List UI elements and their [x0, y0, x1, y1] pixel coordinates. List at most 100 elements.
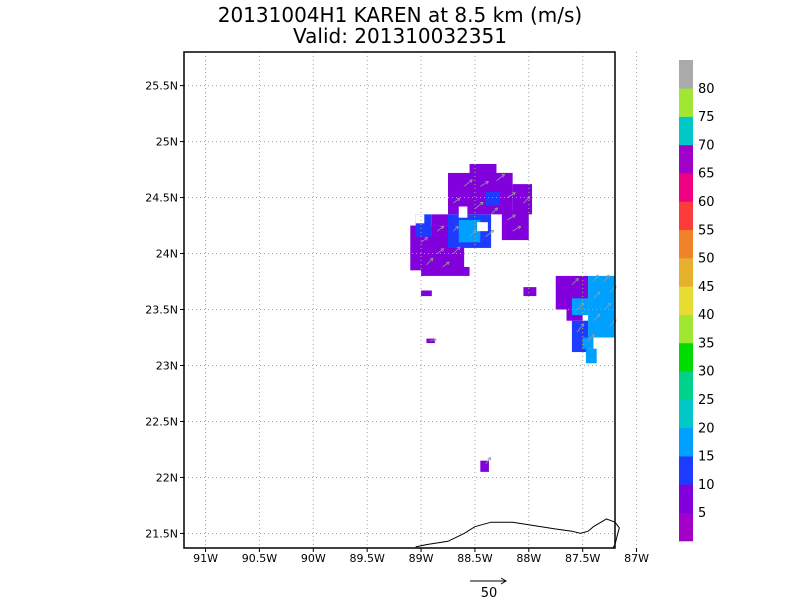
wind-vector [490, 207, 499, 215]
colorbar-label: 80 [698, 82, 715, 97]
wind-vector [480, 181, 489, 187]
colorbar-segment [679, 60, 693, 89]
wind-cell [447, 172, 513, 215]
reference-vector-arrowhead [500, 577, 507, 585]
wind-cell [485, 191, 500, 206]
colorbar-segment [679, 258, 693, 287]
x-tick-label: 87W [624, 552, 649, 565]
y-tick-label: 22N [156, 471, 178, 484]
colorbar-segment [679, 286, 693, 315]
colorbar-segment [679, 371, 693, 400]
wind-cell [431, 214, 448, 226]
colorbar-label: 70 [698, 138, 715, 153]
colorbar-segment [679, 201, 693, 231]
wind-cell [480, 460, 489, 472]
y-tick-label: 22.5N [145, 415, 178, 428]
missing-cell [415, 214, 425, 224]
wind-vector [485, 457, 491, 465]
wind-cell [421, 290, 432, 297]
colorbar-segment [679, 342, 693, 372]
wind-vector [453, 246, 461, 254]
colorbar-segment [679, 116, 693, 146]
x-tick-label: 87.5W [565, 552, 600, 565]
y-tick-label: 23N [156, 359, 178, 372]
colorbar-segment [679, 484, 693, 514]
wind-vector [593, 313, 601, 321]
wind-vector [453, 225, 459, 232]
wind-vector [436, 248, 445, 254]
wind-cell [469, 163, 497, 176]
yucatan-coastline [415, 518, 620, 549]
colorbar-label: 5 [698, 506, 706, 521]
wind-vector [485, 229, 495, 238]
wind-vector [603, 274, 610, 282]
wind-cell [588, 275, 615, 338]
x-tick-label: 91W [193, 552, 218, 565]
axis-tick-labels: 91W 90.5W 90W 89.5W 89W 88.5W 88W 87.5W 87W 21.5N… [145, 80, 649, 565]
wind-vector [571, 277, 579, 286]
wind-cell [421, 266, 470, 276]
colorbar-segment [679, 456, 693, 485]
colorbar-label: 40 [698, 308, 715, 323]
chart-title: 20131004H1 KAREN at 8.5 km (m/s) [217, 3, 583, 27]
lat-lon-grid [184, 52, 638, 548]
colorbar-segment [679, 512, 693, 542]
wind-vector [436, 225, 445, 232]
wind-vector [426, 257, 434, 266]
wind-cell [512, 184, 533, 215]
colorbar-segment [679, 427, 693, 457]
y-tick-label: 25N [156, 136, 178, 149]
x-tick-label: 89.5W [349, 552, 384, 565]
wind-vector [469, 229, 477, 238]
wind-vector [442, 261, 450, 268]
wind-vector [507, 192, 516, 198]
wind-vector [507, 214, 516, 221]
wind-vector [496, 173, 506, 182]
colorbar-label: 45 [698, 280, 715, 295]
colorbar-label: 25 [698, 393, 715, 408]
colorbar-segment [679, 144, 693, 174]
colorbar-label: 10 [698, 478, 715, 493]
wind-vector [587, 333, 595, 342]
colorbar-label: 65 [698, 167, 715, 182]
wind-cell [585, 348, 597, 364]
colorbar-label: 60 [698, 195, 715, 210]
colorbar-segment [679, 173, 693, 202]
y-tick-label: 23.5N [145, 304, 178, 317]
wind-vector [453, 197, 461, 204]
colorbar: 5 10 15 20 25 30 35 40 45 50 55 60 65 70 75 80 [679, 60, 715, 542]
reference-vector: 50 [470, 577, 507, 600]
colorbar-label: 20 [698, 421, 715, 436]
wind-vector [593, 291, 601, 299]
wind-vector [603, 302, 612, 310]
wind-speed-cells [410, 163, 615, 472]
colorbar-label: 75 [698, 110, 715, 125]
x-tick-label: 90W [301, 552, 326, 565]
wind-cell [582, 337, 594, 349]
colorbar-label: 15 [698, 450, 715, 465]
wind-vector [593, 274, 599, 282]
colorbar-label: 50 [698, 252, 715, 267]
y-tick-label: 24N [156, 248, 178, 261]
wind-vector [420, 237, 429, 243]
colorbar-label: 30 [698, 365, 715, 380]
colorbar-segment [679, 229, 693, 259]
y-tick-label: 24.5N [145, 192, 178, 205]
colorbar-segment [679, 88, 693, 117]
wind-vector [512, 225, 522, 232]
wind-vector [429, 337, 437, 342]
reference-vector-label: 50 [481, 586, 498, 600]
wind-vector [576, 323, 585, 333]
y-tick-label: 21.5N [145, 527, 178, 540]
y-tick-label: 25.5N [145, 80, 178, 93]
missing-cell [458, 206, 468, 218]
colorbar-label: 35 [698, 336, 715, 351]
wind-vector [474, 201, 484, 210]
colorbar-segment [679, 314, 693, 344]
coastline [415, 518, 620, 549]
wind-vector [577, 302, 585, 310]
colorbar-segment [679, 399, 693, 429]
wind-vector [523, 196, 531, 204]
chart-subtitle: Valid: 201310032351 [293, 24, 507, 48]
